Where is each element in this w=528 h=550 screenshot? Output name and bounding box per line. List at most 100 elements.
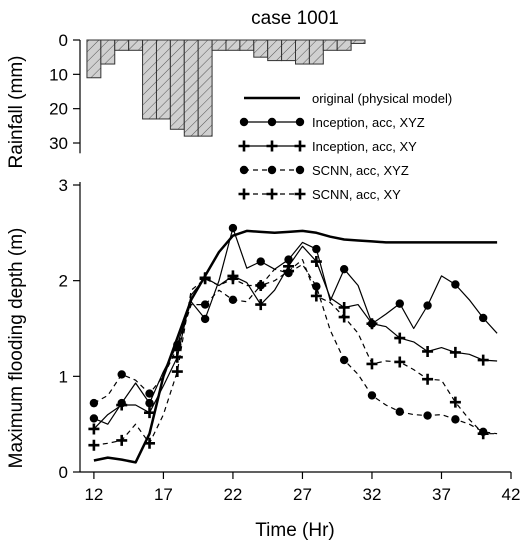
rainfall-bar — [350, 39, 366, 44]
data-point — [449, 396, 461, 408]
rainfall-bar — [281, 39, 296, 62]
data-point — [423, 411, 432, 420]
data-point — [312, 282, 321, 291]
series-4 — [88, 259, 498, 451]
data-point — [395, 299, 404, 308]
data-point — [116, 434, 128, 446]
series-line — [93, 229, 498, 464]
legend-marker — [294, 140, 306, 152]
data-point — [200, 314, 210, 324]
x-tick-label: 17 — [154, 485, 173, 504]
data-point — [255, 299, 267, 311]
data-point — [310, 290, 322, 302]
rainfall-bar — [253, 39, 269, 58]
data-point — [366, 358, 378, 370]
flooding-tick-label: 2 — [59, 272, 68, 291]
rainfall-axis-label: Rainfall (mm) — [6, 56, 27, 169]
data-point — [367, 391, 377, 400]
legend: original (physical model) Inception, acc,… — [238, 91, 452, 202]
rainfall-bar — [169, 39, 185, 130]
flooding-tick-label: 0 — [59, 463, 68, 482]
data-point — [255, 279, 267, 291]
data-point — [89, 398, 99, 408]
rainfall-bar — [336, 39, 352, 51]
legend-label: SCNN, acc, XYZ — [312, 163, 409, 178]
data-point — [173, 343, 182, 352]
flooding-axis-label: Maximum flooding depth (m) — [6, 228, 27, 469]
legend-label: Inception, acc, XY — [312, 139, 417, 154]
rainfall-bar — [308, 39, 324, 65]
data-point — [200, 300, 210, 309]
data-point — [227, 273, 239, 285]
rainfall-bar — [100, 39, 116, 65]
flooding-tick-label: 1 — [59, 367, 68, 386]
rainfall-bar — [183, 39, 199, 137]
rainfall-bar — [86, 39, 102, 79]
data-point — [451, 415, 460, 424]
data-point — [88, 439, 100, 451]
data-point — [88, 423, 100, 435]
data-point — [422, 345, 434, 357]
x-axis-label: Time (Hr) — [255, 520, 335, 541]
data-point — [228, 223, 238, 233]
data-point — [394, 356, 406, 368]
data-point — [477, 354, 489, 366]
data-point — [284, 255, 293, 264]
data-point — [228, 295, 238, 304]
legend-marker — [266, 140, 278, 152]
legend-marker — [239, 165, 249, 175]
rainfall-tick-label: 30 — [49, 134, 68, 153]
legend-marker — [238, 188, 250, 200]
legend-marker — [295, 117, 305, 127]
x-tick-label: 22 — [223, 485, 242, 504]
rainfall-bar — [211, 39, 227, 51]
rainfall-bar — [295, 39, 310, 65]
rainfall-bar — [322, 39, 338, 51]
data-point — [449, 346, 461, 358]
data-point — [423, 301, 432, 310]
rainfall-panel: 0 10 20 30 — [49, 31, 366, 154]
data-point — [312, 244, 321, 254]
data-point — [144, 407, 156, 419]
rainfall-tick-label: 20 — [49, 100, 68, 119]
data-point — [395, 407, 404, 416]
data-point — [89, 414, 99, 423]
legend-label: original (physical model) — [312, 91, 452, 106]
x-tick-label: 42 — [502, 485, 521, 504]
data-point — [339, 264, 349, 274]
rainfall-bar — [155, 39, 171, 120]
data-point — [310, 256, 322, 268]
rainfall-tick-label: 0 — [59, 31, 68, 50]
data-point — [394, 332, 406, 344]
series-line — [93, 227, 498, 425]
data-point — [478, 313, 488, 323]
data-point — [338, 301, 350, 313]
data-point — [116, 399, 128, 411]
data-point — [117, 370, 126, 379]
data-point — [422, 373, 434, 385]
series-line — [93, 245, 498, 430]
x-tick-label: 37 — [432, 485, 451, 504]
data-point — [171, 351, 183, 363]
legend-marker — [267, 165, 277, 175]
rainfall-bar — [114, 39, 130, 51]
x-tick-label: 32 — [363, 485, 382, 504]
rainfall-bar — [225, 39, 241, 51]
data-point — [145, 398, 154, 408]
data-point — [338, 311, 350, 323]
data-point — [256, 257, 265, 266]
data-point — [339, 355, 349, 365]
legend-marker — [267, 117, 277, 127]
legend-marker — [295, 165, 305, 175]
legend-marker — [238, 140, 250, 152]
rainfall-bar — [267, 39, 283, 62]
chart-title: case 1001 — [251, 8, 339, 29]
legend-marker — [294, 188, 306, 200]
rainfall-bar — [239, 39, 255, 51]
legend-marker — [266, 188, 278, 200]
rainfall-tick-label: 10 — [49, 65, 68, 84]
data-point — [283, 265, 295, 277]
x-tick-label: 27 — [293, 485, 312, 504]
